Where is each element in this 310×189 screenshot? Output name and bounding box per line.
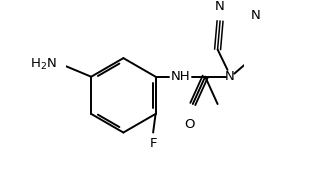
Text: F: F <box>149 137 157 150</box>
Text: NH: NH <box>170 70 190 83</box>
Text: N: N <box>225 70 235 83</box>
Text: N: N <box>215 1 225 13</box>
Text: H$_2$N: H$_2$N <box>30 57 56 72</box>
Text: O: O <box>184 118 194 131</box>
Text: N: N <box>251 9 261 22</box>
